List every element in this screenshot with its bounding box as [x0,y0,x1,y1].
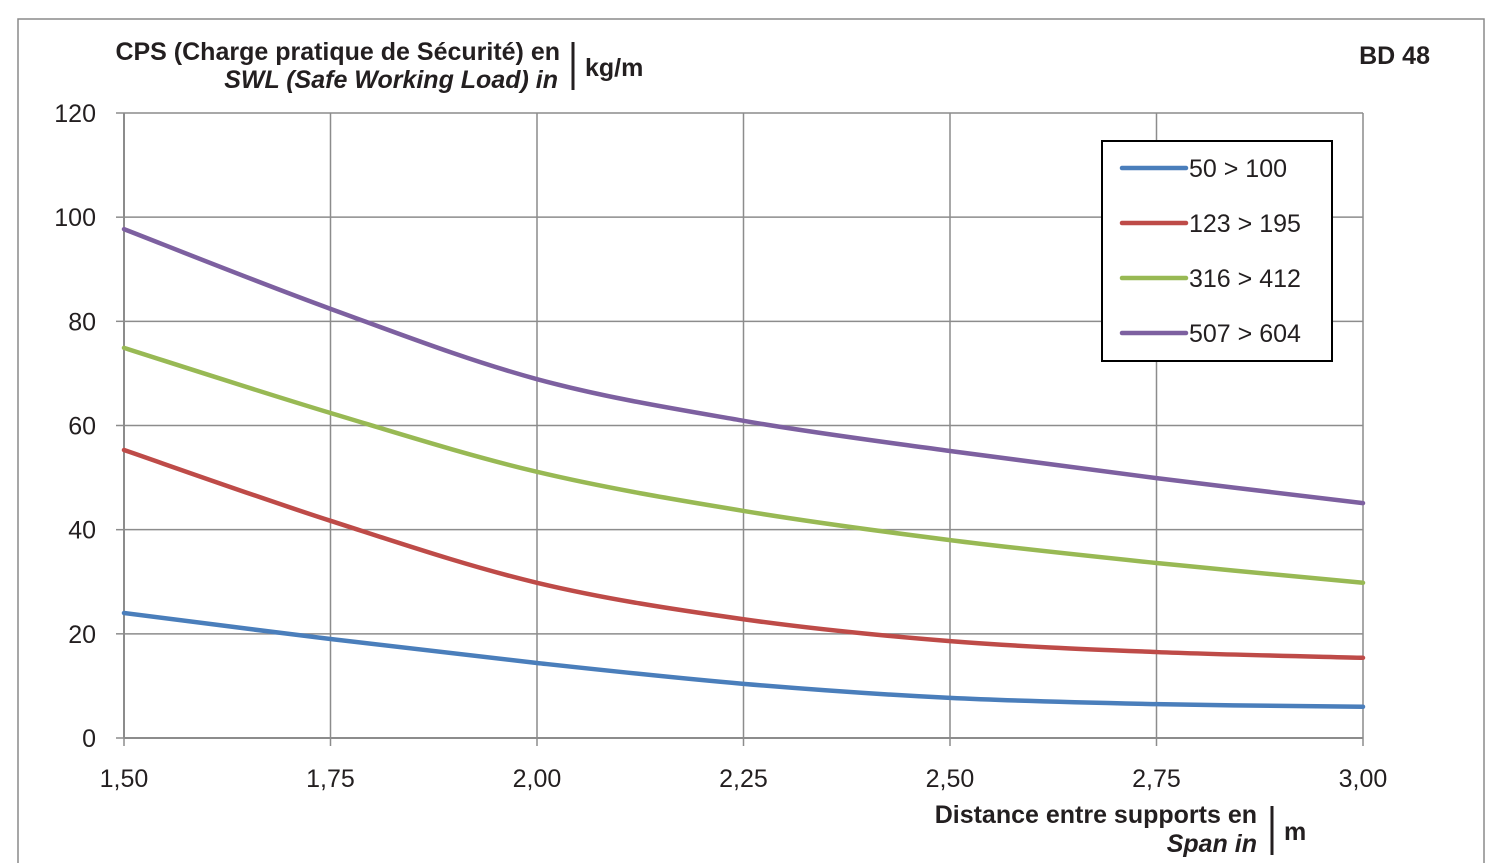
legend-label: 123 > 195 [1189,210,1301,238]
x-tick-label: 2,25 [719,765,768,793]
x-tick-label: 2,50 [926,765,975,793]
x-tick-label: 2,00 [513,765,562,793]
legend: 50 > 100 123 > 195 316 > 412 507 > 604 [1101,140,1333,362]
legend-box [1101,140,1333,362]
x-axis-unit: m [1284,818,1306,846]
legend-label: 316 > 412 [1189,265,1301,293]
x-axis-title-line1: Distance entre supports en [935,801,1257,829]
y-tick-label: 0 [82,725,96,753]
x-tick-label: 2,75 [1132,765,1181,793]
y-tick-label: 60 [68,413,96,441]
legend-label: 50 > 100 [1189,155,1287,183]
y-axis-title-line2: SWL (Safe Working Load) in [224,66,558,94]
y-axis-title-line1: CPS (Charge pratique de Sécurité) en [115,38,560,66]
axes [116,112,1364,746]
legend-label: 507 > 604 [1189,320,1301,348]
x-tick-label: 1,50 [100,765,149,793]
y-tick-label: 80 [68,308,96,336]
x-axis-title-line2: Span in [1167,830,1257,858]
series-lines [121,226,1366,709]
corner-label: BD 48 [1359,42,1430,70]
y-tick-label: 100 [54,204,96,232]
y-axis-title: CPS (Charge pratique de Sécurité) en SWL… [115,38,643,94]
x-axis-title: Distance entre supports en Span in m [935,801,1307,858]
x-tick-label: 3,00 [1339,765,1388,793]
tick-labels: 0 20 40 60 80 100 120 1,50 1,75 2,00 2,25 2,50 2,75 3… [54,100,1387,793]
y-tick-label: 20 [68,621,96,649]
y-tick-label: 40 [68,517,96,545]
x-tick-label: 1,75 [306,765,355,793]
y-tick-label: 120 [54,100,96,128]
y-axis-unit: kg/m [585,54,643,82]
